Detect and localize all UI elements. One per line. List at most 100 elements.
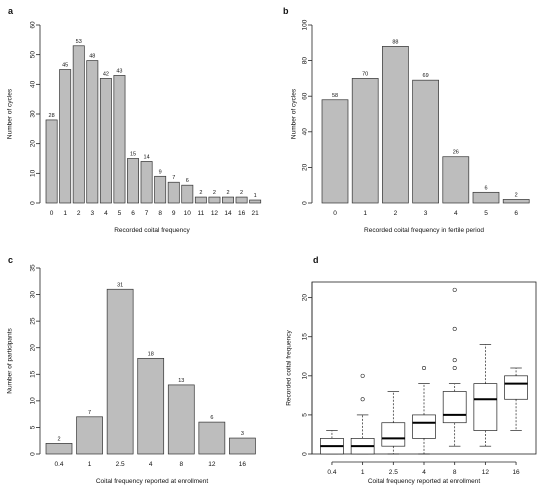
box-2.5 [381,422,406,447]
x-axis-title: Recorded coital frequency in fertile per… [364,227,484,234]
x-tick-label: 12 [208,461,216,468]
bar-5 [472,191,500,204]
x-tick-label: 6 [514,210,518,217]
bar-8 [154,175,167,204]
bar-12 [198,421,226,455]
x-tick-label: 0 [333,210,337,217]
x-tick-label: 2.5 [116,461,125,468]
y-tick-label: 40 [30,80,37,88]
bar-value-label: 2 [515,192,518,198]
y-tick-label: 80 [302,57,309,65]
outlier-point [421,365,426,370]
bar-value-label: 6 [484,185,487,191]
y-tick-label: 10 [302,372,309,380]
y-tick-label: 0 [302,452,309,456]
x-tick-label: 16 [512,469,520,476]
outlier-point [360,397,365,402]
bar-value-label: 70 [362,71,368,77]
bar-value-label: 53 [76,39,82,45]
bar-0 [45,119,58,204]
bar-4 [99,78,112,204]
x-tick-label: 21 [252,210,260,217]
x-tick-label: 12 [211,210,219,217]
bar-1 [59,69,72,204]
bar-value-label: 2 [199,190,202,196]
bar-3 [86,60,99,204]
bar-value-label: 2 [240,190,243,196]
bar-12 [208,196,221,204]
x-tick-label: 4 [422,469,426,476]
x-tick-label: 10 [184,210,192,217]
bar-value-label: 48 [89,54,95,60]
x-tick-label: 6 [131,210,135,217]
x-tick-label: 3 [90,210,94,217]
bar-3 [412,79,439,204]
y-tick-label: 5 [30,425,37,429]
bar-value-label: 3 [241,431,244,437]
y-tick-label: 10 [30,397,37,405]
bar-1 [351,78,379,204]
bar-10 [181,184,194,204]
bar-value-label: 31 [117,282,123,288]
bar-value-label: 7 [88,410,91,416]
x-tick-label: 1 [361,469,365,476]
x-tick-label: 1 [88,461,92,468]
bar-value-label: 2 [226,190,229,196]
bar-value-label: 69 [423,73,429,79]
y-tick-label: 50 [30,51,37,59]
x-tick-label: 5 [118,210,122,217]
x-axis-title: Coital frequency reported at enrollment [96,478,209,485]
y-tick-label: 5 [302,413,309,417]
bar-value-label: 2 [57,436,60,442]
x-tick-label: 0.4 [54,461,63,468]
bar-6 [127,158,139,204]
x-tick-label: 3 [424,210,428,217]
bar-7 [140,161,153,204]
bar-value-label: 88 [392,39,398,45]
y-tick-label: 20 [30,140,37,148]
x-tick-label: 14 [224,210,232,217]
y-axis-title: Number of cycles [291,88,298,139]
bar-value-label: 28 [49,113,55,119]
bar-6 [502,199,530,204]
y-tick-label: 20 [302,294,309,302]
x-tick-label: 5 [484,210,488,217]
y-tick-label: 0 [30,452,37,456]
bar-16 [235,196,248,204]
outlier-point [452,326,457,331]
x-tick-label: 8 [158,210,162,217]
bar-1 [76,416,103,455]
x-tick-label: 16 [238,210,246,217]
y-tick-label: 15 [302,333,309,341]
bar-value-label: 26 [453,150,459,156]
x-tick-label: 1 [63,210,67,217]
bar-14 [222,196,234,204]
y-axis-title: Number of participants [7,328,14,394]
y-tick-label: 15 [30,370,37,378]
y-tick-label: 35 [30,264,37,272]
x-tick-label: 2.5 [389,469,398,476]
y-tick-label: 0 [30,201,37,205]
box-12 [473,383,498,431]
y-tick-label: 100 [302,19,309,30]
bar-4 [442,156,470,204]
bar-2.5 [106,288,134,455]
x-tick-label: 8 [179,461,183,468]
panel-letter-b: b [283,6,289,16]
y-axis-title: Number of cycles [7,88,14,139]
bar-2 [72,45,85,204]
box-4 [412,414,436,439]
bar-value-label: 45 [62,63,68,69]
panel-letter-d: d [313,255,319,265]
outlier-point [452,287,457,292]
x-tick-label: 9 [172,210,176,217]
x-axis-title: Recorded coital frequency [114,227,190,234]
x-tick-label: 4 [149,461,153,468]
bar-value-label: 43 [116,68,122,74]
x-tick-label: 12 [482,469,490,476]
x-tick-label: 11 [197,210,204,217]
bar-16 [229,437,256,455]
x-tick-label: 8 [453,469,457,476]
y-tick-label: 0 [302,201,309,205]
y-tick-label: 20 [302,163,309,171]
